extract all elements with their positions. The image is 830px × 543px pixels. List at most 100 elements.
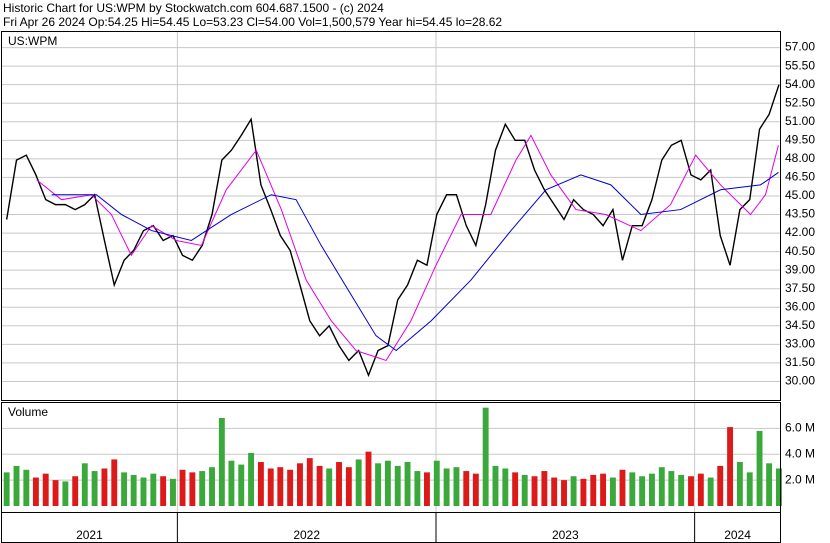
volume-bar (248, 452, 255, 506)
volume-bar (707, 477, 714, 506)
volume-bar (326, 468, 333, 506)
y-tick-label: 42.00 (785, 225, 815, 239)
volume-bar (52, 480, 59, 506)
volume-bar (668, 471, 675, 506)
price-line (36, 134, 779, 362)
volume-bar (72, 476, 79, 506)
volume-bar (23, 469, 30, 506)
volume-bar (658, 467, 665, 506)
y-tick-label: 33.00 (785, 337, 815, 351)
plot-layer: 57.00 55.50 54.00 52.50 51.00 49.50 48.00 46.50… (1, 31, 815, 543)
volume-bar (365, 451, 372, 506)
volume-bar (130, 474, 137, 506)
volume-bar (600, 473, 607, 506)
volume-bar (688, 476, 694, 506)
volume-bar (727, 427, 734, 506)
volume-bar (424, 472, 430, 506)
volume-bar (639, 476, 646, 506)
volume-bar (81, 463, 88, 506)
volume-bar (521, 474, 528, 506)
y-tick-label: 4.0 M (785, 446, 815, 460)
volume-bar (433, 460, 440, 506)
volume-bar (42, 473, 49, 506)
volume-bar (746, 472, 753, 506)
volume-bar (502, 468, 509, 506)
y-tick-label: 46.50 (785, 170, 815, 184)
volume-bar (297, 463, 303, 506)
volume-bar (355, 459, 362, 506)
volume-bar (492, 465, 499, 506)
header-line: Historic Chart for US:WPM by Stockwatch.… (3, 1, 384, 15)
y-tick-label: 37.50 (785, 281, 815, 295)
volume-bar (170, 478, 176, 506)
volume-bar (140, 477, 147, 506)
y-tick-label: 52.50 (785, 95, 815, 109)
volume-bar (238, 464, 245, 506)
volume-bar (619, 469, 626, 506)
header-line: Fri Apr 26 2024 Op:54.25 Hi=54.45 Lo=53.… (3, 15, 502, 29)
volume-bar (697, 473, 704, 506)
panel-label: Volume (8, 405, 48, 419)
y-tick-label: 40.50 (785, 244, 815, 258)
volume-bar (472, 473, 479, 506)
volume-bar (179, 469, 186, 506)
y-tick-label: 36.00 (785, 299, 815, 313)
y-tick-label: 55.50 (785, 58, 815, 72)
panel-label: US:WPM (8, 34, 57, 48)
volume-bar (101, 468, 108, 506)
price-line (51, 172, 779, 352)
y-tick-label: 39.00 (785, 262, 815, 276)
volume-bar (345, 467, 352, 506)
volume-bar (463, 471, 470, 506)
volume-bar (62, 481, 69, 506)
volume-bar (121, 472, 128, 506)
volume-bar (189, 472, 196, 506)
volume-bar (91, 471, 98, 506)
volume-bar (766, 463, 773, 506)
volume-bar (375, 463, 382, 506)
volume-bar (287, 469, 294, 506)
volume-bar (404, 462, 411, 506)
volume-bar (512, 472, 519, 506)
volume-bar (13, 465, 20, 506)
volume-bar (228, 460, 235, 506)
volume-bar (336, 462, 342, 506)
volume-bar (551, 477, 558, 506)
volume-bar (736, 462, 743, 506)
volume-bar (717, 465, 724, 506)
x-tick-label: 2024 (724, 528, 751, 542)
volume-bar (590, 474, 597, 506)
volume-bar (384, 460, 391, 506)
volume-bar (453, 467, 460, 506)
volume-bar (414, 471, 421, 506)
y-tick-label: 30.00 (785, 374, 815, 388)
y-tick-label: 49.50 (785, 132, 815, 146)
y-tick-label: 51.00 (785, 114, 815, 128)
volume-bar (32, 477, 39, 506)
volume-bar (111, 459, 118, 506)
y-tick-label: 57.00 (785, 40, 815, 54)
x-tick-label: 2023 (552, 528, 579, 542)
volume-bar (3, 472, 10, 506)
volume-bar (316, 465, 323, 506)
volume-bar (277, 467, 284, 506)
volume-bar (570, 476, 577, 506)
y-tick-label: 6.0 M (785, 421, 815, 435)
volume-bar (267, 468, 274, 506)
y-tick-label: 2.0 M (785, 472, 815, 486)
volume-bar (580, 478, 587, 506)
volume-bar (649, 473, 655, 506)
price-panel-frame (1, 31, 781, 401)
volume-bar (482, 407, 489, 506)
volume-bar (199, 471, 206, 506)
y-tick-label: 34.50 (785, 318, 815, 332)
y-tick-label: 43.50 (785, 207, 815, 221)
y-tick-label: 45.00 (785, 188, 815, 202)
volume-bar (160, 476, 167, 506)
volume-bar (306, 458, 313, 506)
volume-bar (218, 418, 225, 506)
y-tick-label: 48.00 (785, 151, 815, 165)
